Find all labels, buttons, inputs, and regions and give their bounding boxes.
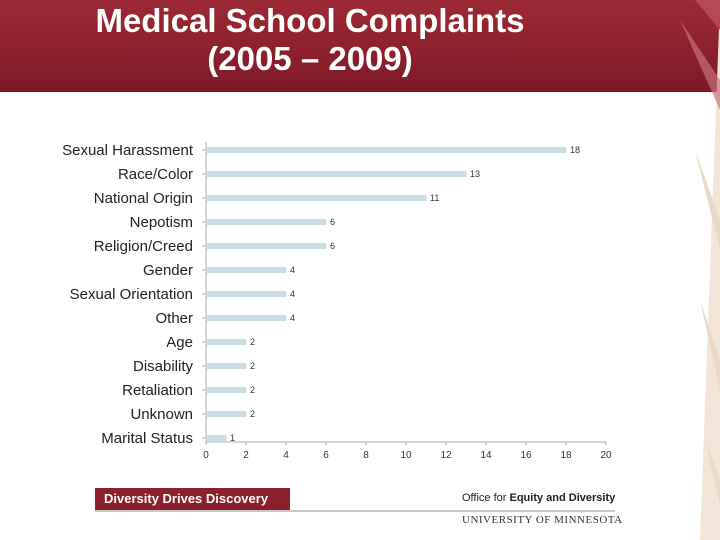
category-label: Race/Color	[118, 166, 193, 183]
bar	[205, 171, 467, 177]
data-label: 6	[330, 217, 335, 227]
data-label: 2	[250, 337, 255, 347]
office-prefix: Office for	[462, 492, 510, 504]
bar	[205, 147, 567, 153]
data-label: 4	[290, 265, 295, 275]
category-label: Unknown	[130, 406, 193, 423]
x-tick-label: 4	[283, 450, 289, 461]
x-tick-label: 18	[560, 450, 572, 461]
title-line-1: Medical School Complaints	[95, 2, 525, 39]
category-label: Disability	[133, 358, 194, 375]
x-tick-label: 8	[363, 450, 369, 461]
category-label: Nepotism	[130, 214, 193, 231]
side-decoration	[680, 0, 720, 540]
category-label: Religion/Creed	[94, 238, 193, 255]
office-bold: Equity and Diversity	[509, 492, 616, 504]
data-label: 2	[250, 385, 255, 395]
data-label: 13	[470, 169, 480, 179]
category-label: Sexual Harassment	[62, 142, 194, 159]
bar	[205, 195, 427, 201]
header-band	[0, 0, 720, 92]
title-line-2: (2005 – 2009)	[207, 40, 413, 77]
bar	[205, 339, 247, 345]
category-label: Marital Status	[101, 430, 193, 447]
bar	[205, 315, 287, 321]
bar	[205, 243, 327, 249]
bar	[205, 267, 287, 273]
footer-divider	[95, 510, 615, 512]
slide-title: Medical School Complaints (2005 – 2009)	[0, 2, 620, 78]
bar	[205, 219, 327, 225]
footer-slogan: Diversity Drives Discovery	[104, 491, 269, 506]
data-label: 6	[330, 241, 335, 251]
category-label: Other	[155, 310, 193, 327]
data-label: 1	[230, 433, 235, 443]
office-name: Office for Equity and Diversity	[462, 490, 615, 506]
data-label: 2	[250, 409, 255, 419]
x-tick-label: 10	[400, 450, 412, 461]
x-tick-label: 12	[440, 450, 452, 461]
category-label: Age	[166, 334, 193, 351]
bar	[205, 387, 247, 393]
category-label: Sexual Orientation	[70, 286, 193, 303]
x-tick-label: 0	[203, 450, 209, 461]
data-label: 2	[250, 361, 255, 371]
bar	[205, 435, 227, 441]
x-tick-label: 2	[243, 450, 249, 461]
x-tick-label: 6	[323, 450, 329, 461]
x-tick-label: 20	[600, 450, 612, 461]
bar	[205, 291, 287, 297]
x-tick-label: 16	[520, 450, 532, 461]
data-label: 4	[290, 313, 295, 323]
category-label: Retaliation	[122, 382, 193, 399]
category-label: National Origin	[94, 190, 193, 207]
bar	[205, 411, 247, 417]
footer-slogan-banner	[95, 488, 290, 510]
data-label: 18	[570, 145, 580, 155]
data-label: 11	[430, 193, 439, 203]
university-wordmark: UNIVERSITY OF MINNESOTA	[462, 514, 623, 526]
data-label: 4	[290, 289, 295, 299]
x-tick-label: 14	[480, 450, 492, 461]
category-label: Gender	[143, 262, 193, 279]
bar	[205, 363, 247, 369]
